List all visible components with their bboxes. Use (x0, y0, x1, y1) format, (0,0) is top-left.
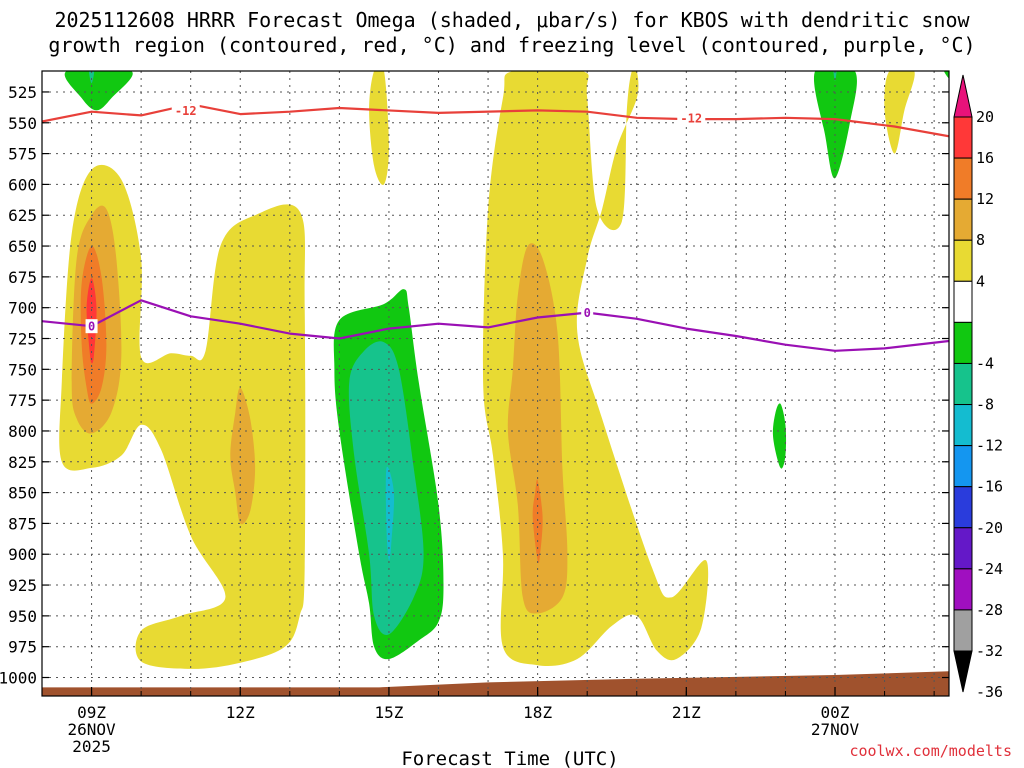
x-tick-label-9-1: 26NOV (67, 720, 116, 739)
y-tick-label-950: 950 (8, 607, 37, 626)
colorbar-under-arrow (953, 650, 973, 693)
colorbar-label-13: -36 (976, 683, 1003, 701)
y-tick-label-750: 750 (8, 360, 37, 379)
colorbar-label-6: -8 (976, 396, 994, 414)
omega-region-4 (230, 387, 256, 525)
colorbar-label-9: -20 (976, 519, 1003, 537)
colorbar-label-10: -24 (976, 560, 1003, 578)
colorbar-band-7 (953, 404, 973, 447)
chart-title-line-2: growth region (contoured, red, °C) and f… (48, 33, 975, 57)
colorbar-band-4 (953, 280, 973, 323)
credit-text: coolwx.com/modelts (849, 742, 1012, 760)
colorbar-band-8 (953, 445, 973, 488)
omega-region-15 (814, 71, 857, 179)
colorbar-band-1 (953, 157, 973, 200)
contour-label-bg-1-1 (581, 305, 594, 320)
y-tick-label-925: 925 (8, 576, 37, 595)
colorbar-band-6 (953, 362, 973, 406)
x-tick-label-24-1: 27NOV (811, 720, 860, 739)
y-tick-label-800: 800 (8, 422, 37, 441)
x-tick-label-12-0: 12Z (226, 703, 255, 722)
contour-label-0-0: -12 (175, 104, 197, 118)
x-tick-label-9-0: 09Z (77, 703, 106, 722)
x-axis-label: Forecast Time (UTC) (401, 748, 618, 768)
colorbar-label-2: 12 (976, 190, 994, 208)
colorbar-label-8: -16 (976, 478, 1003, 496)
y-tick-label-725: 725 (8, 330, 37, 349)
colorbar-label-4: 4 (976, 272, 985, 290)
colorbar-band-9 (953, 486, 973, 529)
y-tick-label-700: 700 (8, 299, 37, 318)
x-tick-label-21-0: 21Z (672, 703, 701, 722)
colorbar-band-11 (953, 568, 973, 611)
colorbar-label-1: 16 (976, 149, 994, 167)
colorbar-label-5: -4 (976, 354, 994, 372)
y-tick-label-1000: 1000 (0, 669, 37, 688)
contour-label-0-1: -12 (680, 111, 702, 125)
colorbar-label-11: -28 (976, 601, 1003, 619)
colorbar-band-10 (953, 527, 973, 570)
x-tick-label-18-0: 18Z (523, 703, 552, 722)
y-tick-label-550: 550 (8, 114, 37, 133)
contour-label-bg-0-0 (171, 103, 200, 118)
y-tick-label-975: 975 (8, 638, 37, 657)
colorbar-label-3: 8 (976, 231, 985, 249)
y-tick-label-575: 575 (8, 145, 37, 164)
plot-frame (41, 70, 950, 697)
x-tick-label-15-0: 15Z (374, 703, 403, 722)
colorbar-band-12 (953, 609, 973, 652)
omega-region-10 (64, 71, 133, 111)
omega-region-8 (532, 479, 543, 564)
y-tick-label-525: 525 (8, 83, 37, 102)
omega-region-14 (385, 466, 395, 561)
colorbar: 20 16 12 8 4 -4 -8 -12 -16 -20 -24 -28 -32 -36 (953, 74, 1003, 701)
omega-region-18 (944, 71, 949, 79)
omega-region-11 (89, 71, 95, 84)
colorbar-band-0 (953, 116, 973, 159)
y-tick-label-675: 675 (8, 268, 37, 287)
plot-area (42, 71, 949, 696)
omega-region-9 (884, 71, 915, 154)
y-tick-label-900: 900 (8, 545, 37, 564)
colorbar-label-12: -32 (976, 642, 1003, 660)
y-tick-label-850: 850 (8, 484, 37, 503)
colorbar-band-3 (953, 239, 973, 282)
omega-region-16 (833, 71, 837, 81)
contour-label-bg-1-0 (85, 319, 98, 334)
y-tick-label-600: 600 (8, 175, 37, 194)
omega-region-5 (369, 71, 389, 185)
y-tick-label-875: 875 (8, 514, 37, 533)
contour-line-1 (42, 299, 949, 352)
colorbar-label-7: -12 (976, 437, 1003, 455)
x-tick-label-9-2: 2025 (72, 737, 111, 756)
y-tick-label-775: 775 (8, 391, 37, 410)
contour-label-1-0: 0 (88, 320, 95, 334)
colorbar-band-2 (953, 198, 973, 241)
contour-label-1-1: 0 (584, 306, 591, 320)
colorbar-band-5 (953, 321, 973, 364)
y-tick-label-625: 625 (8, 206, 37, 225)
chart-title-line-1: 2025112608 HRRR Forecast Omega (shaded, … (54, 8, 970, 32)
y-tick-label-650: 650 (8, 237, 37, 256)
omega-region-0 (59, 164, 306, 669)
y-tick-label-825: 825 (8, 453, 37, 472)
omega-region-17 (772, 403, 787, 469)
contour-labels: -12 -12 0 0 (85, 103, 706, 334)
contour-label-bg-0-1 (677, 110, 706, 125)
x-tick-label-24-0: 00Z (821, 703, 850, 722)
colorbar-label-0: 20 (976, 108, 994, 126)
y-axis: 525 550 575 600 625 650 675 700 725 750 775 800 825 8… (0, 83, 949, 688)
